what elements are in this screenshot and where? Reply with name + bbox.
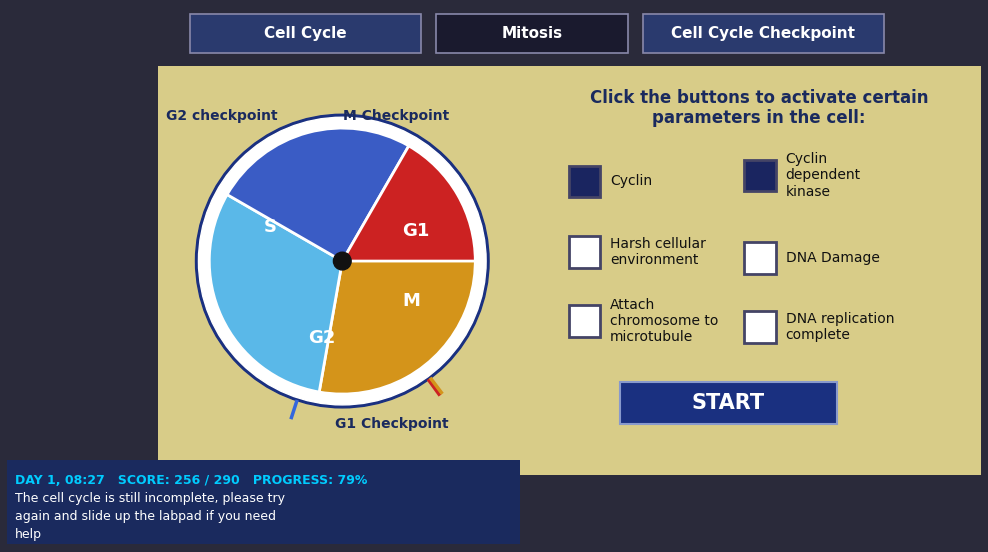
Text: G1: G1 xyxy=(402,222,430,240)
Text: Attach
chromosome to
microtubule: Attach chromosome to microtubule xyxy=(611,298,718,344)
Text: M: M xyxy=(402,292,420,310)
Text: START: START xyxy=(692,393,765,413)
Circle shape xyxy=(196,114,489,408)
Text: G2 checkpoint: G2 checkpoint xyxy=(166,109,278,123)
FancyBboxPatch shape xyxy=(7,0,981,544)
Text: Mitosis: Mitosis xyxy=(501,26,562,41)
Text: Cell Cycle Checkpoint: Cell Cycle Checkpoint xyxy=(672,26,856,41)
Wedge shape xyxy=(227,128,409,261)
Text: G2: G2 xyxy=(308,329,335,347)
FancyBboxPatch shape xyxy=(158,66,981,475)
Text: S: S xyxy=(264,219,277,236)
FancyBboxPatch shape xyxy=(7,460,520,544)
FancyBboxPatch shape xyxy=(643,14,884,53)
FancyBboxPatch shape xyxy=(744,160,776,191)
Circle shape xyxy=(333,252,351,270)
FancyBboxPatch shape xyxy=(569,305,601,337)
FancyBboxPatch shape xyxy=(569,236,601,268)
Text: Cyclin: Cyclin xyxy=(611,174,652,188)
Text: Cell Cycle: Cell Cycle xyxy=(264,26,347,41)
FancyBboxPatch shape xyxy=(744,311,776,343)
Text: M Checkpoint: M Checkpoint xyxy=(344,109,450,123)
Text: Click the buttons to activate certain
parameters in the cell:: Click the buttons to activate certain pa… xyxy=(590,89,929,128)
Text: Cyclin
dependent
kinase: Cyclin dependent kinase xyxy=(785,152,861,199)
FancyBboxPatch shape xyxy=(436,14,628,53)
Text: DNA replication
complete: DNA replication complete xyxy=(785,312,894,342)
Wedge shape xyxy=(319,152,475,394)
Text: G1 Checkpoint: G1 Checkpoint xyxy=(335,417,449,431)
Text: DAY 1, 08:27   SCORE: 256 / 290   PROGRESS: 79%: DAY 1, 08:27 SCORE: 256 / 290 PROGRESS: … xyxy=(15,474,368,487)
Text: Harsh cellular
environment: Harsh cellular environment xyxy=(611,237,706,267)
Circle shape xyxy=(199,117,486,405)
FancyBboxPatch shape xyxy=(569,166,601,197)
FancyBboxPatch shape xyxy=(190,14,421,53)
Text: DNA Damage: DNA Damage xyxy=(785,251,879,265)
FancyBboxPatch shape xyxy=(744,242,776,274)
Wedge shape xyxy=(209,194,342,392)
Wedge shape xyxy=(342,146,475,261)
Text: The cell cycle is still incomplete, please try
again and slide up the labpad if : The cell cycle is still incomplete, plea… xyxy=(15,492,286,540)
FancyBboxPatch shape xyxy=(620,382,837,423)
